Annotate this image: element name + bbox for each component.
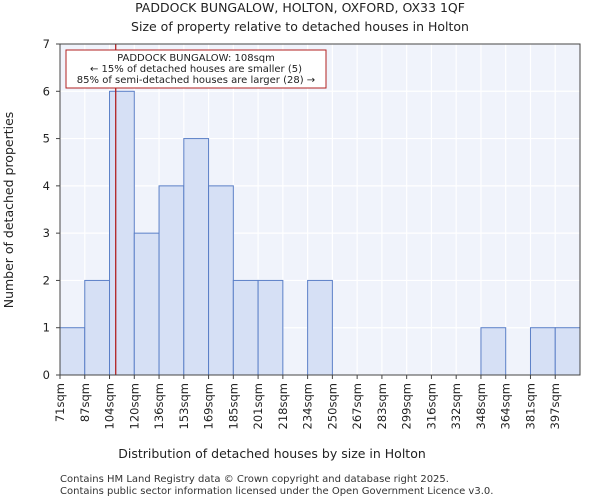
bar-201sqm: [257, 279, 284, 376]
bar-153sqm: [183, 138, 210, 376]
footer-line-2: Contains public sector information licen…: [60, 486, 493, 497]
bar-234sqm: [307, 279, 333, 376]
x-tick-label: 120sqm: [127, 383, 141, 429]
x-tick-label: 348sqm: [474, 383, 488, 429]
bar-71sqm: [59, 327, 86, 376]
bar-185sqm: [232, 279, 259, 376]
x-tick-label: 250sqm: [325, 383, 339, 429]
x-tick-label: 364sqm: [499, 383, 513, 429]
y-tick-label: 4: [43, 179, 50, 193]
x-tick-label: 316sqm: [424, 383, 438, 429]
y-tick-label: 3: [43, 226, 50, 240]
x-tick-label: 136sqm: [152, 383, 166, 429]
y-tick-label: 0: [43, 368, 50, 382]
y-tick-label: 1: [43, 321, 50, 335]
x-tick-label: 283sqm: [375, 383, 389, 429]
bar-120sqm: [133, 232, 160, 376]
y-axis-label: Number of detached properties: [1, 112, 16, 309]
y-tick-label: 5: [43, 132, 50, 146]
bars: [59, 90, 581, 376]
x-tick-label: 153sqm: [177, 383, 191, 429]
bar-348sqm: [480, 327, 507, 376]
x-tick-label: 185sqm: [226, 383, 240, 429]
x-tick-label: 71sqm: [53, 383, 67, 422]
bar-397sqm: [554, 327, 581, 376]
annotation-box: [65, 49, 327, 89]
x-tick-label: 381sqm: [523, 383, 537, 429]
x-tick-label: 169sqm: [202, 383, 216, 429]
y-tick-label: 6: [43, 84, 50, 98]
y-tick-label: 7: [43, 37, 50, 51]
bar-136sqm: [158, 185, 185, 376]
x-tick-label: 267sqm: [350, 383, 364, 429]
y-tick-label: 2: [43, 273, 50, 287]
x-axis-label: Distribution of detached houses by size …: [118, 446, 426, 461]
x-tick-label: 299sqm: [400, 383, 414, 429]
annotation-line-3: 85% of semi-detached houses are larger (…: [77, 75, 315, 86]
chart-subtitle: Size of property relative to detached ho…: [131, 19, 469, 34]
bar-169sqm: [208, 185, 234, 376]
annotation-line-1: PADDOCK BUNGALOW: 108sqm: [117, 53, 275, 64]
bar-87sqm: [84, 279, 111, 376]
plot-frame: [59, 43, 581, 376]
bar-104sqm: [109, 90, 135, 376]
y-tick-labels: 0 1 2 3 4 5 6 7: [43, 37, 60, 382]
x-tick-label: 104sqm: [103, 383, 117, 429]
x-tick-label: 332sqm: [449, 383, 463, 429]
x-tick-label: 87sqm: [78, 383, 92, 422]
x-tick-label: 218sqm: [276, 383, 290, 429]
x-tick-label: 201sqm: [251, 383, 265, 429]
x-tick-label: 397sqm: [548, 383, 562, 429]
annotation-line-2: ← 15% of detached houses are smaller (5): [90, 64, 302, 75]
footer-line-1: Contains HM Land Registry data © Crown c…: [60, 474, 449, 485]
x-tick-labels: 71sqm 87sqm 104sqm 120sqm 136sqm 153sqm 169sqm…: [53, 375, 562, 429]
chart-title: PADDOCK BUNGALOW, HOLTON, OXFORD, OX33 1…: [135, 0, 465, 15]
x-tick-label: 234sqm: [301, 383, 315, 429]
bar-381sqm: [529, 327, 556, 376]
